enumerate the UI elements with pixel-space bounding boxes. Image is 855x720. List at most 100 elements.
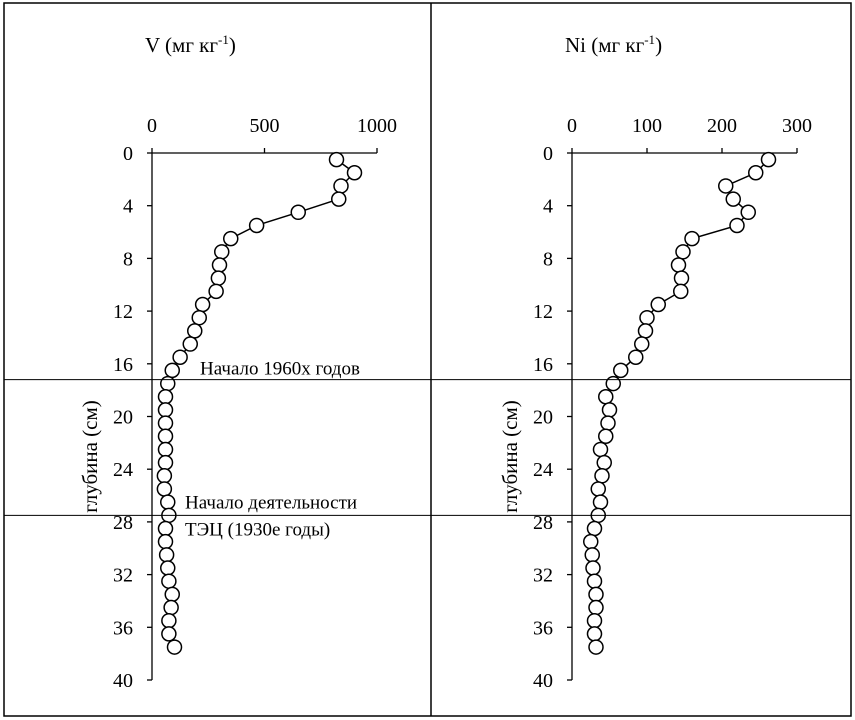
v-y-tick-label: 20 (113, 407, 133, 429)
ni-y-tick-label: 32 (533, 565, 553, 587)
v-data-point (157, 402, 174, 418)
ni-data-point (594, 468, 610, 484)
ni-x-tick-label: 200 (707, 115, 737, 137)
ni-data-point (628, 349, 644, 365)
ni-data-point (637, 323, 654, 339)
v-data-point (157, 415, 174, 431)
v-data-point (161, 626, 177, 642)
ni-y-tick-label: 8 (543, 248, 553, 270)
ni-data-point (650, 296, 666, 313)
ni-data-point (590, 481, 606, 497)
v-x-tick-label: 0 (147, 115, 157, 137)
ni-data-point (588, 639, 604, 655)
v-data-point (157, 533, 174, 550)
v-data-point (158, 547, 175, 563)
ni-chart-title: Ni (мг кг-1) (565, 32, 662, 57)
ni-x-tick-label: 100 (632, 115, 662, 137)
ni-data-point (586, 573, 603, 589)
ni-data-point (740, 204, 756, 221)
v-data-point (157, 520, 174, 537)
ni-data-point (586, 626, 603, 642)
v-data-point (157, 454, 174, 471)
v-data-point (161, 612, 177, 629)
ni-data-point (748, 165, 764, 181)
v-data-point (194, 296, 211, 313)
v-y-tick-label: 28 (113, 512, 133, 534)
ni-data-point (585, 560, 601, 576)
v-data-point (214, 244, 230, 260)
ni-data-point (605, 375, 621, 392)
v-data-point (164, 586, 180, 603)
v-x-tick-label: 1000 (357, 115, 397, 137)
v-data-point (166, 639, 183, 655)
ni-data-point (592, 494, 609, 510)
v-data-point (182, 336, 198, 352)
ni-y-tick-label: 36 (533, 617, 553, 639)
v-data-point (248, 217, 265, 234)
ni-data-point (725, 191, 741, 207)
ni-data-point (600, 415, 616, 431)
ni-data-point (598, 388, 614, 405)
v-data-point (160, 375, 176, 392)
v-data-point (157, 428, 174, 445)
v-data-point (331, 191, 347, 207)
ni-data-point (586, 612, 603, 629)
v-data-point (164, 362, 180, 379)
ni-x-tick-label: 300 (782, 115, 812, 137)
ni-data-point (588, 586, 604, 603)
v-y-tick-label: 16 (113, 354, 133, 376)
v-data-point (161, 573, 177, 589)
annotation-1930s-line1: Начало деятельности (185, 492, 357, 513)
v-y-tick-label: 32 (113, 565, 133, 587)
v-data-point (156, 481, 173, 497)
vanadium-panel: V (мг кг-1) 0 500 1000 0 4 8 12 16 20 24 28 32 36 40 гл… (78, 32, 397, 692)
v-data-point (333, 178, 349, 194)
ni-data-point (670, 257, 687, 273)
ni-y-tick-label: 16 (533, 354, 553, 376)
ni-data-point (588, 599, 604, 616)
ni-y-tick-label: 20 (533, 407, 553, 429)
v-y-tick-label: 12 (113, 301, 133, 323)
v-data-point (211, 257, 228, 273)
ni-data-point (675, 244, 691, 260)
ni-data-point (613, 362, 629, 379)
v-series-line (163, 158, 356, 648)
v-data-point (208, 283, 224, 300)
ni-data-point (586, 520, 603, 537)
ni-y-tick-label: 12 (533, 301, 553, 323)
v-data-point (328, 151, 345, 168)
ni-data-point (601, 402, 618, 418)
ni-y-tick-label: 28 (533, 512, 553, 534)
ni-series-line (589, 159, 770, 648)
ni-data-point (634, 336, 650, 352)
ni-data-point (584, 547, 600, 563)
ni-x-tick-label: 0 (567, 115, 577, 137)
ni-data-point (598, 428, 614, 445)
v-data-point (172, 349, 188, 365)
ni-data-point (760, 151, 777, 168)
ni-y-tick-label: 40 (533, 670, 553, 692)
ni-y-axis-label: глубина (см) (498, 400, 522, 513)
v-data-point (160, 560, 176, 576)
v-data-point (156, 468, 173, 484)
ni-data-point (639, 309, 655, 326)
ni-y-tick-label: 4 (543, 196, 553, 218)
nickel-panel: Ni (мг кг-1) 0 100 200 300 0 4 8 12 16 20 24 28 32 36 4… (498, 32, 812, 692)
figure-frame (3, 2, 852, 717)
ni-data-point (684, 230, 700, 247)
ni-data-point (673, 270, 690, 286)
v-y-tick-label: 4 (123, 196, 133, 218)
ni-data-point (718, 178, 734, 194)
v-data-point (157, 441, 174, 458)
ni-y-tick-label: 0 (543, 143, 553, 165)
v-x-tick-label: 500 (250, 115, 280, 137)
v-data-point (191, 309, 207, 326)
v-data-point (210, 270, 227, 286)
v-y-tick-label: 36 (113, 617, 133, 639)
v-y-tick-label: 8 (123, 248, 133, 270)
v-y-tick-label: 40 (113, 670, 133, 692)
ni-data-point (673, 283, 689, 300)
v-y-tick-label: 0 (123, 143, 133, 165)
v-chart-title: V (мг кг-1) (145, 32, 236, 57)
